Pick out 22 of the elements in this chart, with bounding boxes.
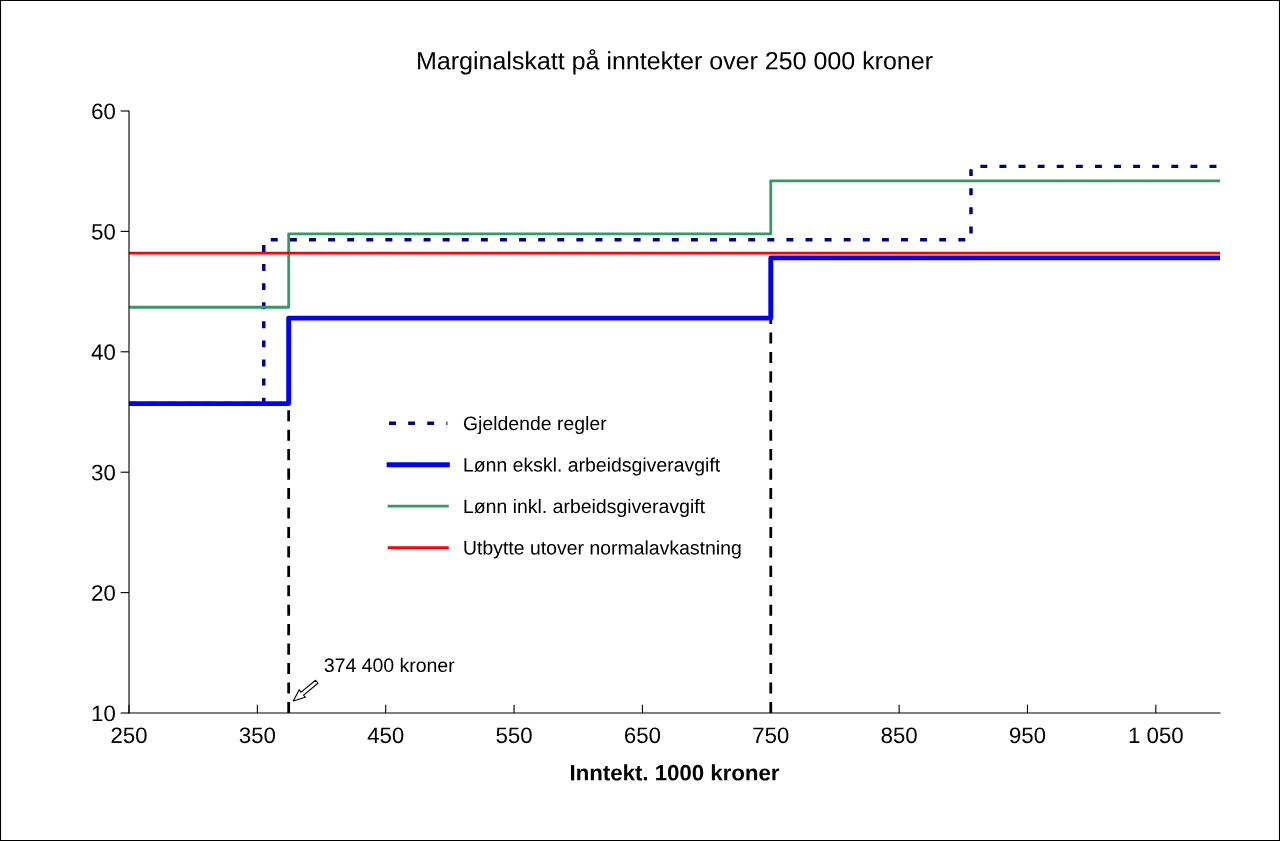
- x-tick-label: 250: [111, 727, 147, 744]
- x-axis-title: Inntekt. 1000 kroner: [571, 764, 780, 781]
- legend-label: Utbytte utover normalavkastning: [464, 540, 741, 559]
- legend-label: Lønn ekskl. arbeidsgiveravgift: [464, 457, 721, 476]
- x-tick-label: 1 050: [1129, 727, 1183, 744]
- x-tick-label: 550: [496, 727, 532, 744]
- y-tick-label: 60: [92, 103, 115, 120]
- x-tick-label: 750: [753, 727, 789, 744]
- legend-label: Gjeldende regler: [463, 416, 607, 435]
- y-tick-label: 30: [91, 464, 115, 481]
- x-tick-label: 350: [239, 727, 276, 744]
- x-tick-label: 450: [367, 727, 404, 744]
- legend-label: Lønn inkl. arbeidsgiveravgift: [464, 498, 705, 518]
- y-tick-label: 20: [92, 585, 115, 601]
- x-tick-label: 950: [1009, 727, 1046, 744]
- annotation: 374 400 kroner: [324, 657, 455, 673]
- y-tick-label: 40: [91, 344, 115, 361]
- y-tick-label: 10: [92, 705, 115, 722]
- x-tick-label: 650: [625, 727, 661, 744]
- chart-title: Marginalskatt på inntekter over 250 000 kroner: [418, 49, 933, 75]
- y-tick-label: 50: [91, 223, 115, 240]
- x-tick-label: 850: [881, 727, 917, 744]
